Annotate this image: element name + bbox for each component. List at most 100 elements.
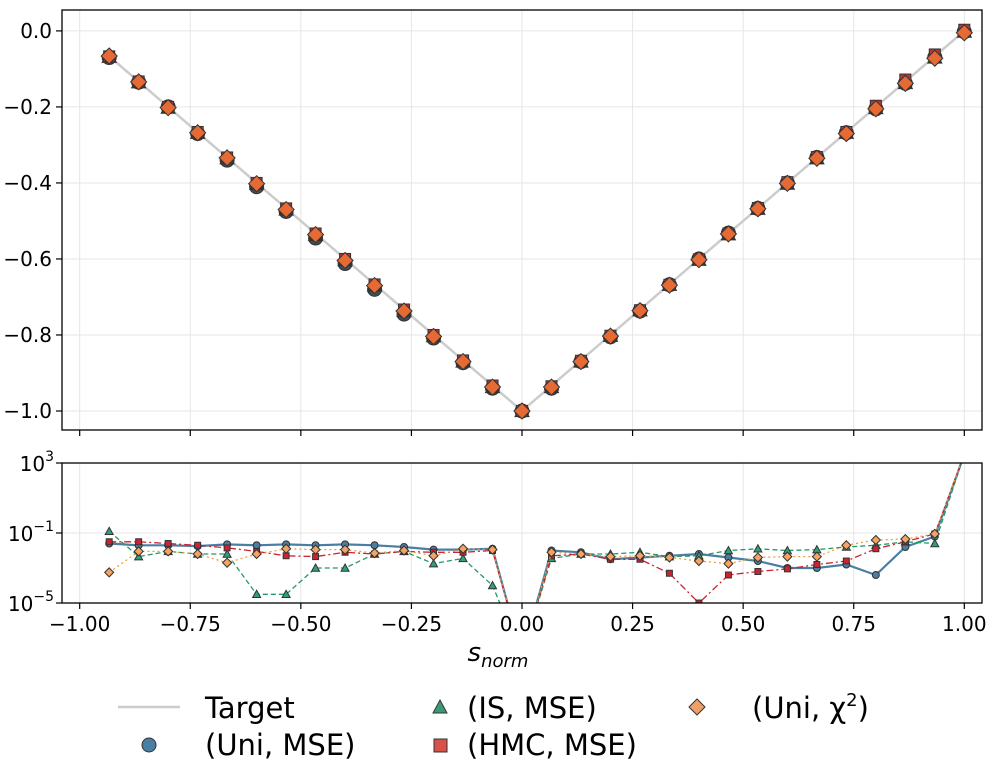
uni-chi2-error-point (457, 543, 469, 554)
is-mse-error-point (929, 538, 940, 548)
uni-chi2-error-point (428, 550, 439, 561)
hmc-mse-error-point (105, 538, 113, 546)
hmc-mse-error-point (135, 538, 143, 546)
uni-chi2-error-point (133, 546, 144, 557)
error-y-tick-label: 10−1 (8, 519, 54, 546)
uni-chi2-point (100, 47, 118, 65)
main-y-tick-label: −0.6 (3, 247, 52, 271)
uni-chi2-error-point (664, 552, 675, 563)
error-ticks: 103 10−1 10−5−1.00 −0.75 −0.50 −0.25 0.00 0.25 0… (8, 449, 987, 636)
is-mse-error-point (222, 548, 232, 558)
hmc-mse-error-point (724, 571, 732, 579)
uni-mse-error-point (370, 541, 379, 550)
uni-mse-error-point (252, 541, 261, 550)
uni-chi2-error-point (870, 534, 882, 546)
main-y-tick-label: −0.2 (3, 95, 52, 119)
uni-chi2-error-point (841, 540, 852, 551)
error-x-tick-label: 1.00 (942, 612, 987, 636)
hmc-mse-error-point (872, 545, 880, 553)
error-y-tick-label: 10−5 (8, 589, 54, 616)
uni-chi2-point (129, 73, 148, 91)
error-x-tick-label: −0.75 (160, 612, 221, 636)
uni-chi2-point (808, 149, 826, 167)
hmc-mse-error-point (783, 565, 791, 573)
uni-chi2-error-point (221, 557, 233, 568)
error-x-tick-label: 0.75 (831, 612, 876, 636)
error-grid (62, 462, 982, 604)
uni-chi2-point (749, 200, 767, 218)
is-mse-error-point (310, 562, 321, 572)
uni-chi2-error-point (369, 547, 380, 559)
is-mse-error-point (281, 589, 291, 598)
is-mse-error-point (487, 580, 498, 590)
uni-chi2-point (719, 225, 738, 243)
hmc-mse-error-point (194, 541, 202, 549)
uni-chi2-error-point (251, 548, 262, 560)
uni-chi2-point (955, 24, 974, 42)
uni-chi2-point (306, 225, 325, 244)
main-y-tick-label: 0.0 (20, 19, 52, 43)
uni-chi2-error-point (310, 544, 321, 555)
legend-label-hmc-mse: (HMC, MSE) (467, 728, 637, 762)
main-series (100, 23, 974, 420)
legend-label-target: Target (204, 691, 295, 725)
legend-label-is-mse: (IS, MSE) (467, 691, 597, 725)
uni-chi2-error-point (929, 528, 941, 540)
uni-chi2-error-point (634, 550, 646, 561)
uni-chi2-error-point (546, 547, 557, 558)
legend-hmc-mse-square-icon (433, 738, 448, 753)
is-mse-error-point (340, 562, 350, 572)
uni-chi2-error-point (162, 546, 174, 557)
uni-chi2-point (336, 251, 354, 270)
uni-chi2-point (867, 100, 885, 118)
is-mse-error-point (753, 543, 763, 553)
uni-chi2-error-line (108, 463, 962, 603)
main-panel: 0.0 −0.2 −0.4 −0.6 −0.8 −1.0 (3, 9, 983, 436)
hmc-mse-error-point (223, 544, 231, 552)
hmc-mse-error-point (842, 557, 850, 565)
hmc-mse-error-point (754, 568, 762, 575)
uni-chi2-point (218, 149, 236, 167)
error-series-clipped (103, 463, 963, 603)
is-mse-error-point (723, 545, 734, 555)
uni-chi2-point (542, 378, 561, 396)
uni-chi2-point (572, 352, 590, 371)
is-mse-error-point (428, 558, 439, 568)
legend-label-uni-chi2: (Uni, χ2) (752, 690, 869, 725)
uni-chi2-point (896, 74, 915, 93)
uni-chi2-point (778, 174, 797, 193)
main-y-tick-label: −1.0 (3, 399, 52, 423)
uni-chi2-error-point (487, 544, 498, 555)
uni-chi2-error-point (398, 545, 410, 556)
main-y-tick-label: −0.4 (3, 171, 52, 195)
uni-chi2-point (424, 327, 443, 346)
hmc-mse-error-point (164, 540, 172, 547)
error-x-tick-label: −1.00 (49, 612, 110, 636)
legend-uni-chi2-diamond-icon (688, 698, 706, 716)
uni-chi2-point (601, 327, 620, 345)
error-panel: 103 10−1 10−5−1.00 −0.75 −0.50 −0.25 0.00 0.25 0… (8, 449, 987, 636)
main-grid (62, 10, 982, 430)
uni-chi2-error-point (723, 558, 734, 569)
error-x-tick-label: 0.50 (721, 612, 766, 636)
uni-chi2-point (690, 251, 708, 269)
hmc-mse-error-point (695, 599, 703, 603)
hmc-mse-error-point (665, 569, 673, 577)
uni-chi2-error-point (752, 552, 764, 563)
uni-chi2-point (159, 98, 177, 117)
uni-mse-error-point (871, 571, 880, 579)
is-mse-error-point (251, 589, 262, 598)
is-mse-error-line (108, 463, 963, 603)
uni-chi2-point (513, 402, 531, 420)
uni-chi2-point (926, 49, 944, 67)
uni-chi2-point (837, 124, 856, 143)
uni-chi2-point (395, 302, 413, 320)
uni-mse-error-line (109, 463, 963, 603)
legend-is-mse-triangle-icon (432, 698, 448, 714)
target-line (108, 29, 966, 413)
x-axis-label: snorm (468, 638, 529, 672)
is-mse-error-point (458, 553, 468, 563)
error-series (103, 463, 963, 603)
legend-label-uni-mse: (Uni, MSE) (205, 728, 355, 762)
